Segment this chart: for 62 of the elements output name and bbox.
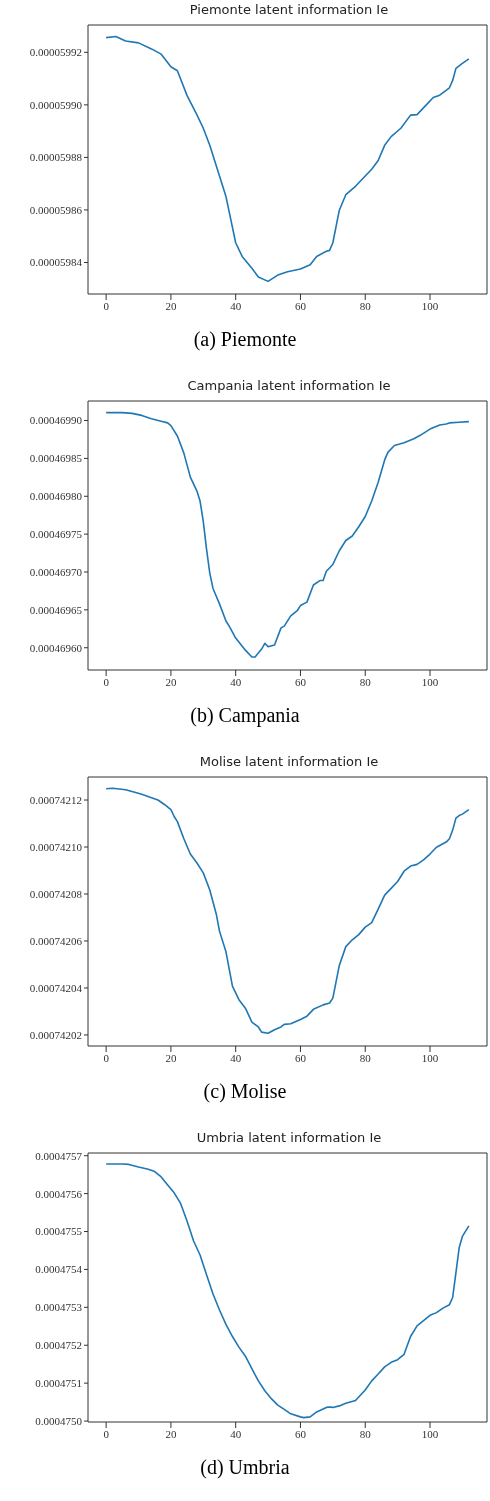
y-tick-label: 0.0004754 (35, 1263, 83, 1276)
x-tick-label: 100 (421, 675, 439, 688)
x-tick-label: 40 (230, 1051, 242, 1064)
y-tick-label: 0.00046980 (29, 490, 83, 503)
y-tick-label: 0.0004755 (35, 1225, 83, 1238)
line-series (105, 1163, 470, 1419)
text: (c) Molise (202, 1080, 288, 1103)
x-tick-label: 20 (165, 299, 177, 312)
x-tick-label: 60 (294, 299, 307, 312)
y-tick-label: 0.00074210 (29, 840, 83, 853)
x-tick-label: 60 (294, 675, 307, 688)
y-tick-label: 0.0004757 (35, 1149, 83, 1162)
x-tick-label: 80 (359, 1427, 372, 1440)
chart-title: Campania latent information Ie (186, 377, 392, 395)
chart-title: Umbria latent information Ie (195, 1129, 383, 1147)
chart-title: Molise latent information Ie (198, 753, 380, 771)
y-tick-label: 0.00005990 (29, 98, 83, 111)
y-tick-label: 0.00046960 (29, 641, 83, 654)
x-tick-label: 80 (359, 1051, 372, 1064)
x-tick-label: 60 (294, 1427, 307, 1440)
y-tick-label: 0.00074212 (29, 793, 82, 806)
x-tick-label: 40 (230, 299, 242, 312)
x-tick-label: 0 (103, 675, 110, 688)
y-tick-label: 0.00074208 (29, 887, 83, 900)
y-tick-label: 0.00046970 (29, 565, 83, 578)
y-tick-label: 0.0004753 (35, 1301, 83, 1314)
x-tick-label: 100 (421, 299, 439, 312)
x-tick-label: 100 (421, 1051, 439, 1064)
y-tick-label: 0.00046965 (29, 603, 83, 616)
text: (b) Campania (189, 704, 301, 727)
y-tick-label: 0.0004750 (35, 1414, 83, 1427)
y-tick-label: 0.00046975 (29, 528, 83, 541)
y-tick-label: 0.00005984 (29, 256, 83, 269)
y-tick-label: 0.0004751 (35, 1377, 82, 1390)
y-tick-label: 0.00074202 (29, 1028, 82, 1041)
x-tick-label: 0 (103, 1427, 110, 1440)
x-tick-label: 0 (103, 299, 110, 312)
x-tick-label: 20 (165, 1427, 177, 1440)
text: (a) Piemonte (192, 328, 298, 351)
y-tick-label: 0.00074206 (29, 934, 83, 947)
y-tick-label: 0.0004752 (35, 1339, 82, 1352)
y-tick-label: 0.00046990 (29, 414, 83, 427)
x-tick-label: 20 (165, 1051, 177, 1064)
y-tick-label: 0.0004756 (35, 1187, 83, 1200)
text: (d) Umbria (199, 1456, 291, 1479)
y-tick-label: 0.00005986 (29, 203, 83, 216)
x-tick-label: 20 (165, 675, 177, 688)
x-tick-label: 100 (421, 1427, 439, 1440)
chart-title: Piemonte latent information Ie (188, 1, 390, 19)
y-tick-label: 0.00005988 (29, 151, 83, 164)
y-tick-label: 0.00046985 (29, 452, 83, 465)
x-tick-label: 40 (230, 675, 242, 688)
x-tick-label: 80 (359, 299, 372, 312)
x-tick-label: 0 (103, 1051, 110, 1064)
x-tick-label: 40 (230, 1427, 242, 1440)
x-tick-label: 80 (359, 675, 372, 688)
x-tick-label: 60 (294, 1051, 307, 1064)
line-series (105, 35, 470, 283)
line-series (105, 411, 470, 658)
line-series (105, 787, 470, 1035)
y-tick-label: 0.00005992 (29, 46, 82, 59)
y-tick-label: 0.00074204 (29, 981, 83, 994)
